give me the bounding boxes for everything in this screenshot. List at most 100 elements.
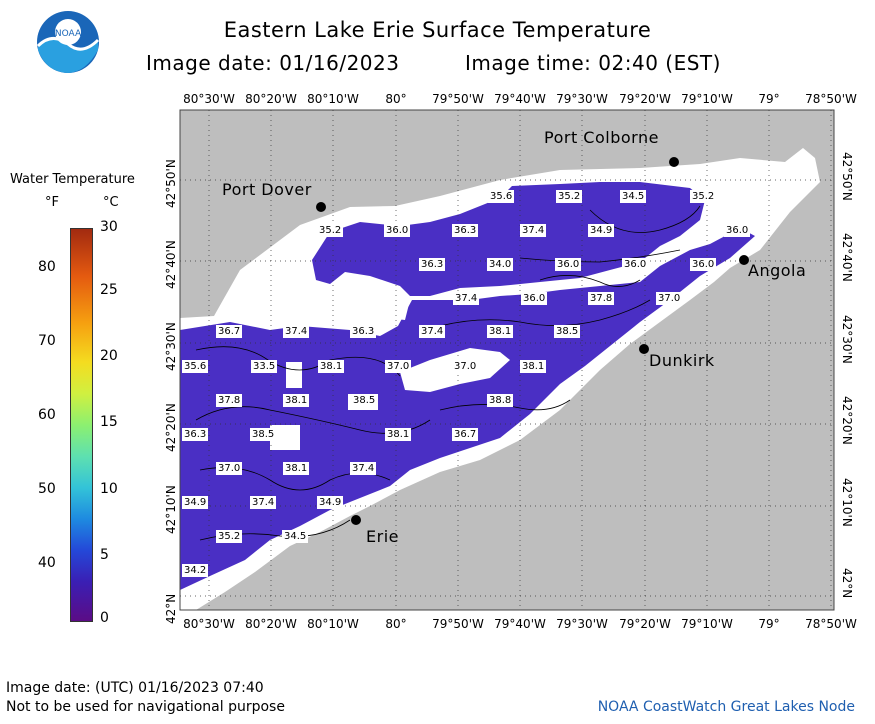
legend-unit-f: °F: [45, 195, 59, 210]
temperature-value-label: 37.8: [216, 394, 243, 407]
ice-patch: [336, 304, 372, 322]
temperature-value-label: 38.1: [283, 394, 310, 407]
temperature-value-label: 38.8: [487, 394, 514, 407]
noaa-logo-icon: NOAA: [36, 11, 100, 73]
temperature-value-label: 36.3: [452, 224, 479, 237]
temperature-value-label: 36.0: [555, 258, 582, 271]
longitude-label: 79°30'W: [556, 617, 608, 631]
city-dot-port-dover: [316, 202, 326, 212]
noaa-logo: NOAA: [36, 10, 100, 74]
ice-patch: [380, 300, 410, 320]
temperature-value-label: 38.1: [318, 360, 345, 373]
legend-f-tick: 60: [38, 407, 56, 423]
temperature-value-label: 35.6: [182, 360, 209, 373]
longitude-label: 80°20'W: [245, 92, 297, 106]
temperature-value-label: 34.9: [588, 224, 615, 237]
temperature-value-label: 33.5: [251, 360, 278, 373]
latitude-label: 42°20'N: [840, 396, 854, 445]
longitude-label: 79°20'W: [619, 617, 671, 631]
temperature-value-label: 37.8: [588, 292, 615, 305]
footer-utc-date: Image date: (UTC) 01/16/2023 07:40: [6, 680, 264, 696]
longitude-label: 79°50'W: [432, 92, 484, 106]
temperature-value-label: 37.0: [452, 360, 479, 373]
city-label-dunkirk: Dunkirk: [649, 351, 715, 370]
legend-c-tick: 20: [100, 348, 118, 364]
longitude-label: 78°50'W: [805, 92, 857, 106]
longitude-label: 80°: [385, 92, 407, 106]
longitude-label: 78°50'W: [805, 617, 857, 631]
ice-patch: [270, 425, 300, 450]
longitude-label: 80°20'W: [245, 617, 297, 631]
image-time-header: Image time: 02:40 (EST): [465, 51, 721, 75]
temperature-value-label: 34.9: [182, 496, 209, 509]
longitude-label: 79°20'W: [619, 92, 671, 106]
temperature-value-label: 35.6: [488, 190, 515, 203]
latitude-label: 42°30'N: [840, 315, 854, 364]
temperature-value-label: 36.0: [724, 224, 751, 237]
city-dot-angola: [739, 255, 749, 265]
temperature-value-label: 34.9: [317, 496, 344, 509]
longitude-label: 80°30'W: [183, 617, 235, 631]
temperature-value-label: 36.7: [216, 325, 243, 338]
latitude-label: 42°40'N: [840, 233, 854, 282]
city-label-port-dover: Port Dover: [222, 180, 312, 199]
legend-colorbar: [70, 228, 93, 622]
latitude-label: 42°10'N: [840, 478, 854, 527]
footer-disclaimer: Not to be used for navigational purpose: [6, 699, 285, 715]
temperature-value-label: 35.2: [216, 530, 243, 543]
latitude-label: 42°50'N: [840, 152, 854, 201]
temperature-value-label: 34.5: [620, 190, 647, 203]
latitude-label: 42°20'N: [164, 403, 178, 452]
temperature-value-label: 38.5: [250, 428, 277, 441]
legend-c-tick: 25: [100, 282, 118, 298]
temperature-value-label: 38.1: [487, 325, 514, 338]
temperature-value-label: 35.2: [317, 224, 344, 237]
temperature-value-label: 36.0: [622, 258, 649, 271]
longitude-label: 80°10'W: [307, 92, 359, 106]
temperature-value-label: 36.3: [419, 258, 446, 271]
temperature-value-label: 38.5: [554, 325, 581, 338]
longitude-label: 79°40'W: [494, 617, 546, 631]
temperature-value-label: 36.3: [350, 325, 377, 338]
temperature-value-label: 38.5: [351, 394, 378, 407]
temperature-value-label: 36.0: [521, 292, 548, 305]
temperature-value-label: 37.4: [453, 292, 480, 305]
city-dot-erie: [351, 515, 361, 525]
legend-c-tick: 15: [100, 414, 118, 430]
footer-credit: NOAA CoastWatch Great Lakes Node: [597, 699, 855, 715]
map-title: Eastern Lake Erie Surface Temperature: [223, 18, 652, 42]
temperature-value-label: 38.1: [283, 462, 310, 475]
temperature-value-label: 35.2: [556, 190, 583, 203]
legend-c-tick: 30: [100, 219, 118, 235]
longitude-label: 79°30'W: [556, 92, 608, 106]
legend-c-tick: 0: [100, 610, 109, 626]
temperature-value-label: 36.0: [384, 224, 411, 237]
latitude-label: 42°N: [164, 593, 178, 624]
latitude-label: 42°40'N: [164, 240, 178, 289]
longitude-label: 79°: [758, 92, 780, 106]
temperature-value-label: 36.7: [452, 428, 479, 441]
temperature-value-label: 37.4: [250, 496, 277, 509]
temperature-value-label: 34.0: [487, 258, 514, 271]
temperature-value-label: 35.2: [690, 190, 717, 203]
legend-f-tick: 70: [38, 333, 56, 349]
temperature-value-label: 36.3: [182, 428, 209, 441]
legend-f-tick: 80: [38, 259, 56, 275]
temperature-value-label: 38.1: [520, 360, 547, 373]
temperature-value-label: 37.4: [350, 462, 377, 475]
longitude-label: 79°10'W: [681, 617, 733, 631]
city-label-erie: Erie: [366, 527, 399, 546]
temperature-value-label: 34.2: [182, 564, 209, 577]
city-label-port-colborne: Port Colborne: [544, 128, 659, 147]
temperature-value-label: 36.0: [690, 258, 717, 271]
longitude-label: 79°50'W: [432, 617, 484, 631]
image-date-header: Image date: 01/16/2023: [146, 51, 400, 75]
temperature-value-label: 37.4: [520, 224, 547, 237]
ice-patch: [286, 362, 302, 388]
legend-f-tick: 40: [38, 555, 56, 571]
temperature-value-label: 34.5: [282, 530, 309, 543]
latitude-label: 42°50'N: [164, 159, 178, 208]
city-label-angola: Angola: [748, 261, 807, 280]
city-dot-port-colborne: [669, 157, 679, 167]
